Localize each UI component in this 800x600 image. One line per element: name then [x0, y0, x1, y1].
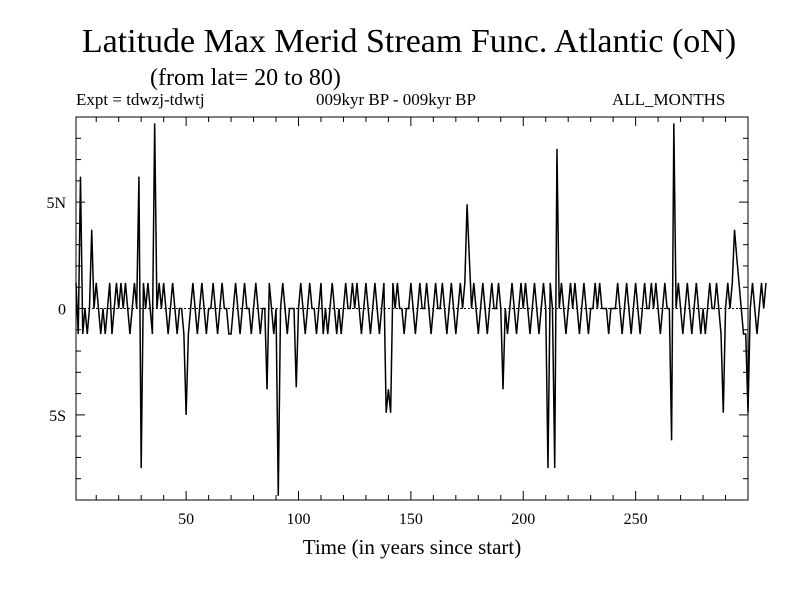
- x-axis-label: Time (in years since start): [302, 535, 522, 559]
- months-label: ALL_MONTHS: [612, 90, 726, 109]
- x-tick-label: 250: [624, 511, 648, 528]
- tick-labels: 50 100 150 200 250 5N 0 5S: [46, 195, 647, 528]
- chart-subtitle: (from lat= 20 to 80): [150, 65, 341, 91]
- y-tick-label: 5S: [49, 408, 66, 425]
- y-tick-label: 5N: [46, 195, 66, 212]
- chart-title: Latitude Max Merid Stream Func. Atlantic…: [81, 23, 737, 60]
- y-tick-label: 0: [58, 302, 66, 319]
- x-tick-label: 50: [178, 511, 194, 528]
- experiment-label: Expt = tdwzj-tdwtj: [76, 90, 205, 109]
- data-series-line: [75, 123, 767, 496]
- plot-frame: [75, 116, 749, 501]
- period-label: 009kyr BP - 009kyr BP: [316, 90, 476, 109]
- x-tick-label: 200: [511, 511, 535, 528]
- x-tick-label: 100: [287, 511, 311, 528]
- x-tick-label: 150: [399, 511, 423, 528]
